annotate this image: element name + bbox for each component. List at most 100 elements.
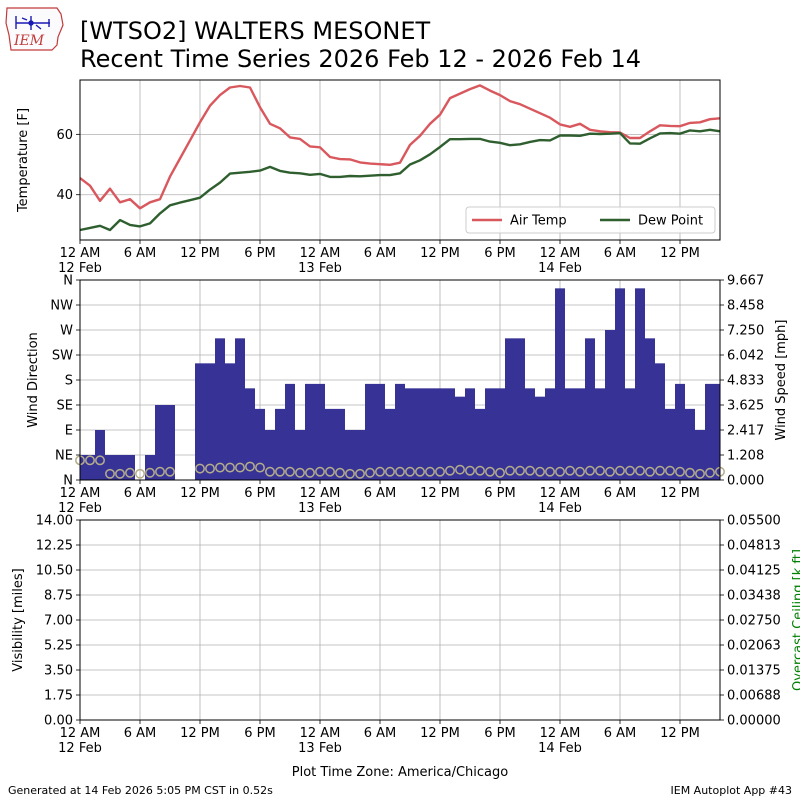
- wind-direction-bar: [575, 388, 585, 480]
- wind-direction-bar: [675, 383, 685, 480]
- x-tick-label: 6 PM: [244, 486, 275, 501]
- wind-direction-bar: [605, 330, 615, 480]
- x-tick-label: 6 AM: [364, 246, 397, 261]
- wind-direction-bar: [255, 408, 265, 480]
- air-temp-line: [79, 84, 721, 210]
- wind-speed-point: [255, 462, 265, 473]
- logo-text: IEM: [13, 33, 45, 49]
- visibility-tick-label: 7.00: [44, 614, 73, 629]
- x-tick-label: 12 AM: [300, 486, 341, 501]
- wind-direction-bar: [655, 363, 665, 480]
- speed-tick-label: 1.208: [727, 449, 764, 464]
- wind-speed-point: [265, 466, 275, 477]
- wind-direction-bar: [105, 455, 115, 480]
- x-date-label: 12 Feb: [58, 741, 102, 756]
- wind-direction-bar: [715, 383, 720, 480]
- visibility-tick-label: 1.75: [44, 689, 73, 704]
- visibility-tick-label: 5.25: [44, 639, 73, 654]
- wind-speed-point: [435, 466, 445, 477]
- x-tick-label: 12 AM: [60, 486, 101, 501]
- plot-frame: [79, 279, 721, 481]
- ceiling-tick-label: 0.04125: [727, 564, 781, 579]
- y-tick-label: 60: [56, 128, 73, 143]
- wind-direction-bar: [275, 408, 285, 480]
- x-tick-label: 6 AM: [604, 246, 637, 261]
- wind-speed-point: [315, 466, 325, 477]
- wind-direction-bar: [635, 288, 645, 480]
- wind-speed-point: [155, 466, 165, 477]
- wind-speed-point: [235, 462, 245, 473]
- visibility-tick-label: 3.50: [44, 664, 73, 679]
- wind-direction-bar: [395, 383, 405, 480]
- x-tick-label: 6 AM: [364, 726, 397, 741]
- wind-direction-bar: [345, 430, 355, 480]
- visibility-tick-label: 10.50: [36, 564, 73, 579]
- x-date-label: 13 Feb: [298, 261, 342, 276]
- wind-speed-point: [445, 465, 455, 476]
- wind-direction-bar: [245, 388, 255, 480]
- title-line-1: [WTSO2] WALTERS MESONET: [80, 17, 431, 45]
- visibility-tick-label: 0.00: [44, 714, 73, 729]
- x-tick-label: 12 PM: [180, 726, 220, 741]
- plot-frame: [79, 79, 721, 241]
- wind-speed-point: [575, 466, 585, 477]
- wind-direction-bar: [225, 363, 235, 480]
- wind-direction-bar: [455, 396, 465, 480]
- speed-tick-label: 3.625: [727, 399, 764, 414]
- wind-direction-bar: [375, 383, 385, 480]
- wind-direction-bar: [85, 455, 95, 480]
- speed-tick-label: 7.250: [727, 324, 764, 339]
- wind-speed-point: [465, 465, 475, 476]
- wind-direction-bar: [335, 408, 345, 480]
- wind-direction-bar: [445, 388, 455, 480]
- wind-speed-point: [605, 466, 615, 477]
- wind-speed-point: [665, 465, 675, 476]
- wind-speed-axis-label: Wind Speed [mph]: [774, 320, 789, 441]
- wind-speed-point: [535, 466, 545, 477]
- x-date-label: 13 Feb: [298, 741, 342, 756]
- wind-speed-point: [335, 467, 345, 478]
- wind-speed-point: [365, 467, 375, 478]
- wind-direction-bar: [415, 388, 425, 480]
- wind-direction-bar: [365, 383, 375, 480]
- wind-speed-point: [115, 468, 125, 479]
- x-tick-label: 12 PM: [660, 246, 700, 261]
- wind-direction-bar: [535, 396, 545, 480]
- dew-point-line: [79, 128, 721, 232]
- wind-speed-point: [325, 466, 335, 477]
- x-date-label: 14 Feb: [538, 501, 582, 516]
- wind-speed-point: [395, 466, 405, 477]
- wind-direction-bar: [355, 430, 365, 480]
- wind-speed-point: [455, 464, 465, 475]
- direction-tick-label: N: [63, 474, 73, 489]
- x-date-label: 14 Feb: [538, 741, 582, 756]
- wind-direction-bar: [515, 338, 525, 480]
- speed-tick-label: 6.042: [727, 349, 764, 364]
- wind-direction-bar: [80, 455, 85, 480]
- x-tick-label: 12 AM: [540, 486, 581, 501]
- x-tick-label: 12 AM: [60, 246, 101, 261]
- ceiling-tick-label: 0.01375: [727, 664, 781, 679]
- ceiling-tick-label: 0.03438: [727, 589, 781, 604]
- ceiling-tick-label: 0.02063: [727, 639, 781, 654]
- wind-direction-bar: [695, 430, 705, 480]
- x-tick-label: 12 PM: [660, 726, 700, 741]
- wind-direction-axis-label: Wind Direction: [26, 332, 41, 428]
- legend-box: [465, 206, 716, 234]
- wind-direction-bar: [115, 455, 125, 480]
- x-date-label: 13 Feb: [298, 501, 342, 516]
- wind-speed-point: [485, 466, 495, 477]
- wind-speed-point: [475, 465, 485, 476]
- x-tick-label: 12 AM: [60, 726, 101, 741]
- x-tick-label: 6 PM: [484, 726, 515, 741]
- wind-direction-bar: [545, 388, 555, 480]
- wind-direction-bar: [485, 388, 495, 480]
- wind-speed-point: [275, 466, 285, 477]
- wind-speed-point: [105, 468, 115, 479]
- wind-speed-point: [655, 465, 665, 476]
- wind-speed-point: [415, 466, 425, 477]
- wind-direction-bar: [295, 430, 305, 480]
- wind-direction-bar: [705, 383, 715, 480]
